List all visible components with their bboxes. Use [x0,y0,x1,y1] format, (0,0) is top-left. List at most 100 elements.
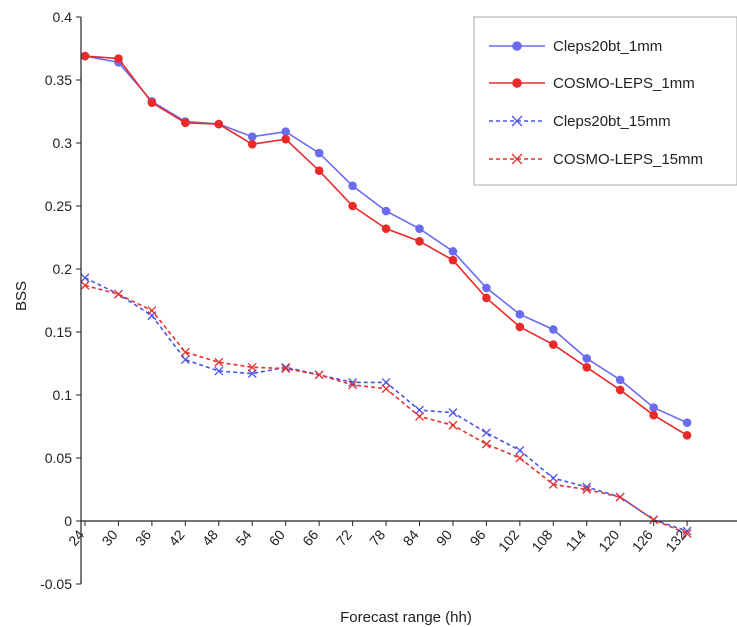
x-axis-label: Forecast range (hh) [340,609,472,626]
y-tick-label: -0.05 [40,576,72,592]
x-tick-label: 120 [595,526,622,554]
data-point [582,354,592,363]
data-point [281,127,291,136]
data-point [515,310,525,319]
data-point [381,224,391,233]
data-point [180,347,190,357]
data-point [682,529,692,539]
x-tick-label: 96 [466,526,488,548]
x-tick-label: 72 [333,526,355,548]
y-tick-label: 0.05 [45,450,72,466]
series-line-COSMO-LEPS_15mm [84,284,688,535]
data-point [214,366,224,376]
y-tick-label: 0.35 [45,72,72,88]
x-tick-label: 66 [299,526,321,548]
data-point [348,201,357,211]
x-tick-label: 48 [199,526,221,548]
data-point [81,51,90,61]
y-tick-label: 0.1 [53,387,73,403]
data-point [247,139,257,149]
x-tick-label: 36 [132,526,154,548]
data-point [180,355,190,365]
y-tick-label: 0.15 [45,324,72,340]
data-point [515,445,525,455]
x-tick-label: 42 [165,526,187,548]
x-tick-label: 132 [662,526,689,554]
legend-marker [511,115,523,127]
y-tick-label: 0.25 [45,198,72,214]
data-point [81,273,90,283]
data-point [481,428,491,438]
data-point [214,119,224,129]
data-point [214,357,224,367]
y-tick-label: 0.4 [53,9,73,25]
data-point [381,377,391,387]
data-point [147,306,157,316]
data-point [582,362,592,372]
x-tick-label: 90 [433,526,455,548]
legend-marker [512,41,522,51]
x-tick-label: 102 [495,526,522,554]
data-point [682,526,692,536]
x-tick-label: 78 [366,526,388,548]
data-point [415,411,424,421]
x-tick-label: 126 [629,526,656,554]
legend: Cleps20bt_1mm COSMO-LEPS_1mm Cleps20bt_15m… [473,16,737,186]
legend-label: Cleps20bt_15mm [553,113,671,130]
data-point [515,322,525,332]
data-point [314,148,324,158]
y-tick-label: 0.2 [53,261,73,277]
data-point [615,385,625,395]
legend-marker [512,78,522,88]
series-line-Cleps20bt_15mm [84,277,688,532]
data-point [615,492,625,502]
data-point [314,370,324,380]
legend-label: COSMO-LEPS_1mm [553,75,695,92]
data-point [448,247,458,256]
data-point [548,480,558,489]
data-point [482,283,491,293]
data-point [482,293,491,303]
x-tick-label: 60 [266,526,288,548]
data-point [415,236,424,246]
x-tick-label: 108 [528,526,555,554]
data-point [549,325,558,334]
data-point [348,380,358,390]
x-tick-label: 24 [65,526,87,548]
data-point [281,362,291,372]
data-point [415,224,424,233]
data-point [381,206,391,216]
data-point [247,132,257,141]
data-point [682,418,692,428]
y-axis-label: BSS [13,281,30,311]
data-point [348,377,358,387]
data-point [114,54,123,63]
plot-lines [81,51,692,539]
legend-label: COSMO-LEPS_15mm [553,151,703,168]
data-point [649,403,658,412]
data-point [649,410,658,420]
data-point [582,485,592,494]
data-point [682,431,692,440]
data-point [649,515,659,525]
data-point [448,408,458,418]
x-tick-label: 84 [400,526,422,548]
x-tick-label: 54 [232,526,254,548]
data-point [515,453,525,463]
legend-label: Cleps20bt_1mm [553,38,662,55]
data-point [381,384,391,394]
x-tick-label: 30 [98,526,120,548]
axes [80,17,737,584]
y-tick-label: 0.3 [53,135,73,151]
data-point [281,134,291,144]
data-point [113,289,123,299]
data-point [548,473,558,483]
data-point [549,340,558,349]
y-tick-label: 0 [64,513,72,529]
data-point [348,181,357,191]
data-point [481,439,491,449]
data-point [247,362,257,372]
data-point [615,375,625,385]
data-point [415,405,424,415]
data-point [81,280,90,290]
